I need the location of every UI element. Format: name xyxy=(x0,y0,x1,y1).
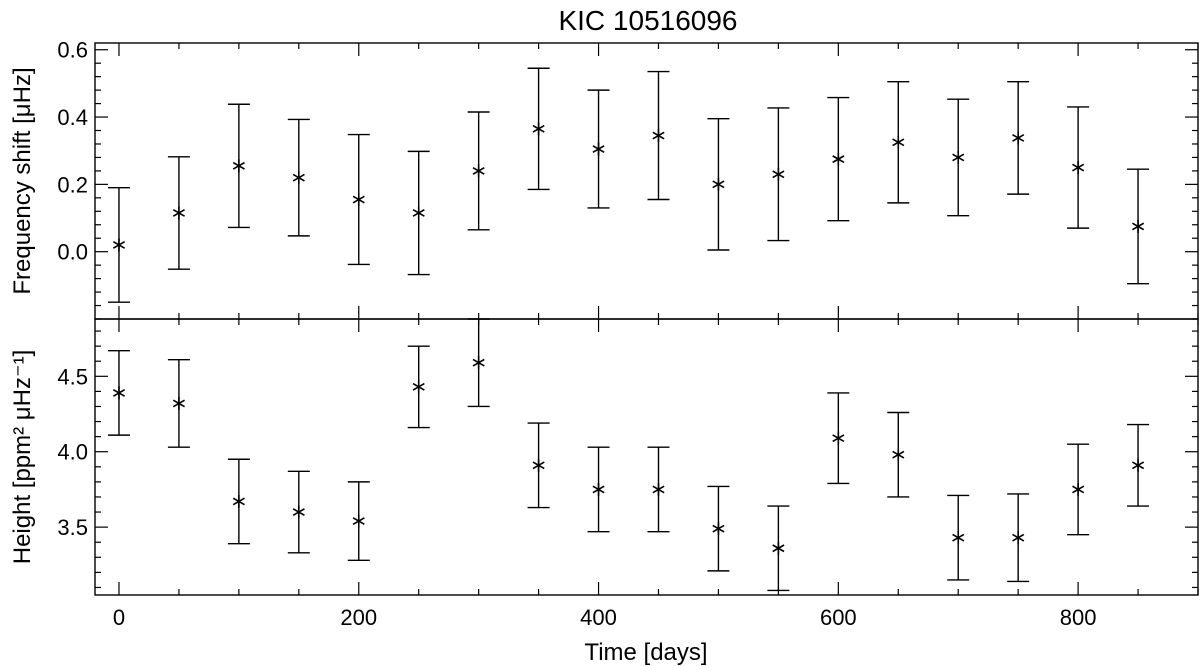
asterisk-marker xyxy=(112,238,126,252)
top-panel-frame xyxy=(94,42,1199,320)
asterisk-marker xyxy=(352,193,365,207)
asterisk-marker xyxy=(592,142,605,156)
asterisk-marker xyxy=(1132,458,1145,472)
top-data-point xyxy=(467,111,490,231)
asterisk-marker xyxy=(712,522,725,536)
asterisk-marker xyxy=(772,167,785,181)
asterisk-marker xyxy=(892,448,905,462)
asterisk-marker xyxy=(232,494,245,508)
top-data-point xyxy=(767,107,790,242)
asterisk-marker xyxy=(652,129,665,143)
top-data-point xyxy=(1127,168,1150,285)
bottom-data-point xyxy=(707,485,730,572)
bottom-panel: 3.5 4.0 4.5 Height [ppm² μHz⁻¹] xyxy=(9,318,1199,596)
bottom-data-point xyxy=(347,481,370,562)
asterisk-marker xyxy=(832,431,845,445)
asterisk-marker xyxy=(172,206,185,220)
top-data-point xyxy=(947,98,970,217)
asterisk-marker xyxy=(652,482,665,496)
top-data-point xyxy=(347,133,370,266)
asterisk-marker xyxy=(952,150,965,164)
bottom-data-point xyxy=(467,318,490,408)
asterisk-marker xyxy=(472,164,485,178)
bottom-y-tick-label: 4.0 xyxy=(57,440,88,465)
asterisk-marker xyxy=(112,386,126,400)
asterisk-marker xyxy=(1072,161,1085,175)
asterisk-marker xyxy=(412,380,425,394)
bottom-data-point xyxy=(167,359,190,448)
bottom-data-point xyxy=(407,345,430,429)
asterisk-marker xyxy=(292,505,305,519)
x-axis-title: Time [days] xyxy=(584,639,707,666)
x-tick-label: 800 xyxy=(1060,605,1097,630)
asterisk-marker xyxy=(592,482,605,496)
bottom-data-point xyxy=(1007,493,1030,583)
bottom-data-point xyxy=(107,349,130,436)
bottom-data-point xyxy=(767,505,790,592)
top-data-point xyxy=(887,81,910,204)
top-y-tick-label: 0.0 xyxy=(57,240,88,265)
top-data-point xyxy=(587,89,610,209)
asterisk-marker xyxy=(772,541,785,555)
top-data-point xyxy=(287,118,310,237)
asterisk-marker xyxy=(532,458,545,472)
asterisk-marker xyxy=(892,135,905,149)
x-tick-label: 0 xyxy=(113,605,125,630)
asterisk-marker xyxy=(1012,531,1025,545)
bottom-y-axis-title: Height [ppm² μHz⁻¹] xyxy=(9,350,36,565)
bottom-y-tick-label: 3.5 xyxy=(57,515,88,540)
bottom-data-point xyxy=(587,446,610,533)
asterisk-marker xyxy=(1132,219,1145,233)
bottom-data-point xyxy=(287,470,310,554)
asterisk-marker xyxy=(172,396,185,410)
bottom-panel-frame xyxy=(94,318,1199,596)
x-tick-label: 600 xyxy=(820,605,857,630)
asterisk-marker xyxy=(472,356,485,370)
top-data-point xyxy=(707,118,730,251)
asterisk-marker xyxy=(352,514,365,528)
asterisk-marker xyxy=(532,122,545,136)
top-data-point xyxy=(227,103,250,229)
top-y-tick-label: 0.6 xyxy=(57,38,88,63)
top-data-point xyxy=(647,70,670,201)
asterisk-marker xyxy=(1072,482,1085,496)
bottom-data-point xyxy=(527,422,550,509)
bottom-data-point xyxy=(827,392,850,485)
asterisk-marker xyxy=(232,159,245,173)
bottom-data-point xyxy=(647,446,670,533)
bottom-data-point xyxy=(1067,443,1090,536)
top-y-tick-label: 0.2 xyxy=(57,172,88,197)
top-y-axis-title: Frequency shift [μHz] xyxy=(9,67,36,294)
top-data-point xyxy=(827,96,850,222)
top-data-point xyxy=(107,187,130,303)
x-tick-label: 400 xyxy=(580,605,617,630)
top-data-point xyxy=(1067,106,1090,229)
top-data-point xyxy=(167,156,190,270)
bottom-data-point xyxy=(1127,423,1150,507)
bottom-data-point xyxy=(227,458,250,545)
top-data-point xyxy=(1007,81,1030,195)
top-y-tick-label: 0.4 xyxy=(57,105,88,130)
chart-title: KIC 10516096 xyxy=(558,5,737,36)
top-data-point xyxy=(407,150,430,276)
x-tick-label: 200 xyxy=(340,605,377,630)
asterisk-marker xyxy=(292,171,305,185)
top-panel: 0.0 0.2 0.4 0.6 Frequency shift [μHz] xyxy=(9,38,1199,320)
bottom-data-point xyxy=(947,494,970,581)
asterisk-marker xyxy=(1012,131,1025,145)
bottom-y-tick-label: 4.5 xyxy=(57,364,88,389)
bottom-data-point xyxy=(887,411,910,498)
asterisk-marker xyxy=(832,152,845,166)
asterisk-marker xyxy=(412,206,425,220)
asterisk-marker xyxy=(952,531,965,545)
top-data-point xyxy=(527,67,550,191)
asterisk-marker xyxy=(712,177,725,191)
